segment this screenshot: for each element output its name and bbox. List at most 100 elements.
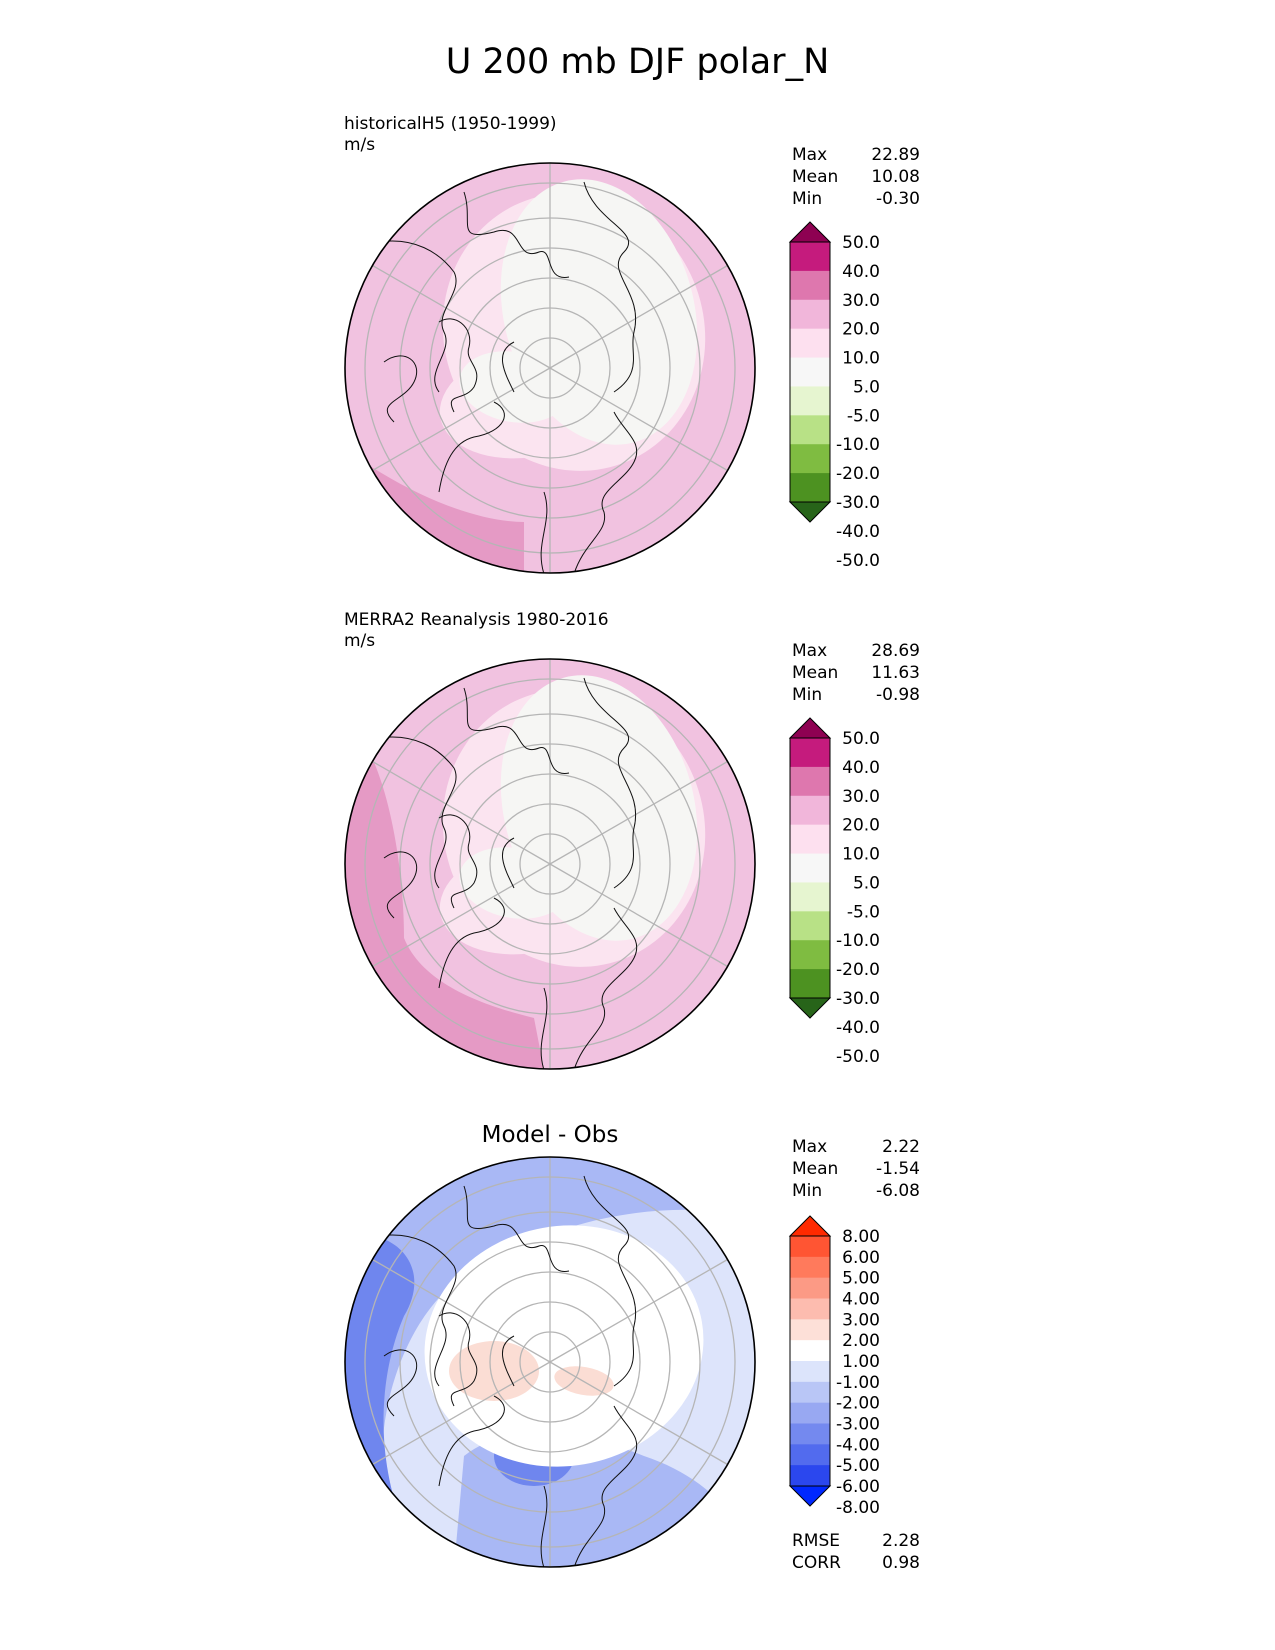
colorbar-tick-label: -5.0 bbox=[847, 406, 880, 426]
panel3-stat-max: Max 2.22 bbox=[792, 1137, 920, 1157]
colorbar-tick-label: 40.0 bbox=[842, 262, 880, 282]
colorbar-tick-label: 30.0 bbox=[842, 787, 880, 807]
colorbar-segment bbox=[790, 270, 830, 301]
colorbar-segment bbox=[790, 1444, 830, 1466]
colorbar-tick-label: 6.00 bbox=[842, 1248, 880, 1268]
colorbar-tick-label: -30.0 bbox=[836, 493, 880, 513]
panel2-map bbox=[344, 658, 756, 1070]
colorbar-segment bbox=[790, 1465, 830, 1487]
graticule bbox=[364, 163, 736, 573]
colorbar-top-arrow bbox=[788, 717, 832, 739]
colorbar-tick-label: 5.00 bbox=[842, 1269, 880, 1289]
colorbar-segment bbox=[790, 1319, 830, 1341]
colorbar-tick-label: -20.0 bbox=[836, 464, 880, 484]
colorbar-segment bbox=[790, 911, 830, 941]
panel2-stats: Max 28.69 Mean 11.63 Min -0.98 bbox=[792, 640, 920, 706]
colorbar-bottom-arrow bbox=[788, 1485, 832, 1507]
panel2-units: m/s bbox=[344, 631, 376, 651]
colorbar-segment bbox=[790, 473, 830, 503]
colorbar-segment bbox=[790, 738, 830, 768]
colorbar-tick-label: -3.00 bbox=[836, 1415, 880, 1435]
panel2-stat-min: Min -0.98 bbox=[792, 685, 920, 705]
colorbar-tick-label: -20.0 bbox=[836, 960, 880, 980]
panel1-map bbox=[344, 162, 756, 574]
colorbar-tick-label: 5.0 bbox=[853, 377, 880, 397]
colorbar-tick-label: -40.0 bbox=[836, 522, 880, 542]
colorbar-tick-label: -8.00 bbox=[836, 1498, 880, 1518]
colorbar-tick-label: 30.0 bbox=[842, 291, 880, 311]
colorbar-tick-label: -1.00 bbox=[836, 1373, 880, 1393]
coastline bbox=[378, 181, 638, 573]
map-boundary bbox=[344, 658, 756, 1070]
graticule bbox=[364, 659, 736, 1069]
colorbar-tick-label: 10.0 bbox=[842, 349, 880, 369]
colorbar-segment bbox=[790, 795, 830, 826]
colorbar-tick-label: -40.0 bbox=[836, 1018, 880, 1038]
panel2-colorbar: 50.0 40.0 30.0 20.0 10.0 5.0 -5.0 -10.0 -20.0 -30… bbox=[788, 717, 880, 1067]
colorbar-tick-label: 2.00 bbox=[842, 1331, 880, 1351]
colorbar-tick-label: -50.0 bbox=[836, 1047, 880, 1067]
colorbar-tick-label: 5.0 bbox=[853, 873, 880, 893]
panel1-units: m/s bbox=[344, 135, 376, 155]
colorbar-segment bbox=[790, 1277, 830, 1299]
panel3-stat-corr: CORR 0.98 bbox=[792, 1553, 920, 1573]
colorbar-tick-label: 8.00 bbox=[842, 1227, 880, 1247]
figure-title: U 200 mb DJF polar_N bbox=[445, 42, 830, 82]
panel2-dataset: MERRA2 Reanalysis 1980-2016 bbox=[344, 610, 609, 630]
colorbar-bottom-arrow bbox=[788, 997, 832, 1019]
colorbar-tick-label: -5.0 bbox=[847, 902, 880, 922]
colorbar-segment bbox=[790, 242, 830, 272]
colorbar-segment bbox=[790, 415, 830, 445]
graticule bbox=[364, 1157, 736, 1567]
colorbar-tick-label: -10.0 bbox=[836, 435, 880, 455]
panel3-footer-stats: RMSE 2.28 CORR 0.98 bbox=[792, 1530, 920, 1574]
colorbar-segment bbox=[790, 940, 830, 970]
colorbar-tick-label: 10.0 bbox=[842, 845, 880, 865]
panel1-dataset: historicalH5 (1950-1999) bbox=[344, 114, 557, 134]
colorbar-tick-label: 20.0 bbox=[842, 320, 880, 340]
panel3-stat-min: Min -6.08 bbox=[792, 1181, 920, 1201]
colorbar-segment bbox=[790, 1361, 830, 1383]
panel3-stat-mean: Mean -1.54 bbox=[792, 1159, 920, 1179]
field-contour bbox=[449, 1341, 539, 1401]
colorbar-top-arrow bbox=[788, 221, 832, 243]
panel2-label: MERRA2 Reanalysis 1980-2016 m/s bbox=[344, 610, 609, 652]
colorbar-segment bbox=[790, 853, 830, 883]
colorbar-segment bbox=[790, 386, 830, 416]
panel1-colorbar: 50.0 40.0 30.0 20.0 10.0 5.0 -5.0 -10.0 -20.0 -30… bbox=[788, 221, 880, 571]
colorbar-segment bbox=[790, 1256, 830, 1279]
panel2-stat-max: Max 28.69 bbox=[792, 641, 920, 661]
colorbar-segment bbox=[790, 1381, 830, 1404]
colorbar-tick-label: -10.0 bbox=[836, 931, 880, 951]
map-boundary bbox=[344, 1156, 756, 1568]
colorbar-tick-label: 4.00 bbox=[842, 1290, 880, 1310]
panel1-stat-min: Min -0.30 bbox=[792, 189, 920, 209]
colorbar-tick-label: 20.0 bbox=[842, 816, 880, 836]
colorbar-tick-label: 1.00 bbox=[842, 1352, 880, 1372]
colorbar-tick-label: -50.0 bbox=[836, 551, 880, 571]
field-contour bbox=[345, 1157, 755, 1567]
panel2-stat-mean: Mean 11.63 bbox=[792, 663, 920, 683]
colorbar-segment bbox=[790, 882, 830, 912]
colorbar-segment bbox=[790, 1423, 830, 1445]
colorbar-top-arrow bbox=[788, 1215, 832, 1237]
colorbar-segment bbox=[790, 1236, 830, 1258]
panel3-stat-rmse: RMSE 2.28 bbox=[792, 1531, 920, 1551]
colorbar-tick-label: -4.00 bbox=[836, 1435, 880, 1455]
colorbar-segment bbox=[790, 1298, 830, 1320]
colorbar-segment bbox=[790, 357, 830, 387]
coastline bbox=[378, 1175, 638, 1567]
colorbar-segment bbox=[790, 444, 830, 474]
panel1-stat-max: Max 22.89 bbox=[792, 145, 920, 165]
colorbar-segment bbox=[790, 1340, 830, 1362]
colorbar-segment bbox=[790, 299, 830, 330]
colorbar-segment bbox=[790, 766, 830, 797]
colorbar-tick-label: 50.0 bbox=[842, 233, 880, 253]
panel3-colorbar: 8.006.005.004.003.002.001.00-1.00-2.00-3… bbox=[788, 1215, 880, 1518]
colorbar-tick-label: -30.0 bbox=[836, 989, 880, 1009]
panel1-label: historicalH5 (1950-1999) m/s bbox=[344, 114, 557, 156]
colorbar-tick-label: -5.00 bbox=[836, 1456, 880, 1476]
coastline bbox=[378, 677, 638, 1069]
colorbar-tick-label: 40.0 bbox=[842, 758, 880, 778]
colorbar-segment bbox=[790, 824, 830, 855]
